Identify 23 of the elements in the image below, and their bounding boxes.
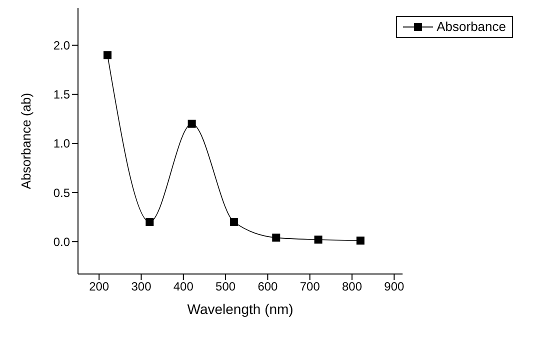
x-tick-label: 500 xyxy=(216,280,236,294)
x-tick-label: 900 xyxy=(384,280,405,294)
point xyxy=(146,218,154,226)
y-axis-title: Absorbance (ab) xyxy=(18,92,34,190)
point xyxy=(272,234,280,242)
y-tick-label: 1.0 xyxy=(53,136,70,151)
point xyxy=(230,218,238,226)
x-tick-label: 600 xyxy=(258,280,278,294)
point xyxy=(356,236,364,245)
y-tick-label: 2.0 xyxy=(53,38,70,53)
x-tick-label: 200 xyxy=(89,280,110,294)
point xyxy=(104,51,112,60)
y-tick-label: 0.5 xyxy=(53,186,70,200)
x-tick-label: 700 xyxy=(300,280,320,294)
x-axis-title: Wavelength (nm) xyxy=(187,301,294,317)
point xyxy=(314,236,322,244)
x-tick-label: 400 xyxy=(173,280,194,294)
x-tick-label: 300 xyxy=(131,280,152,294)
legend-label: Absorbance xyxy=(436,19,506,34)
y-tick-label: 1.5 xyxy=(53,88,70,102)
point xyxy=(188,120,196,128)
x-tick-label: 800 xyxy=(342,280,362,294)
y-tick-label: 0.0 xyxy=(53,234,70,249)
